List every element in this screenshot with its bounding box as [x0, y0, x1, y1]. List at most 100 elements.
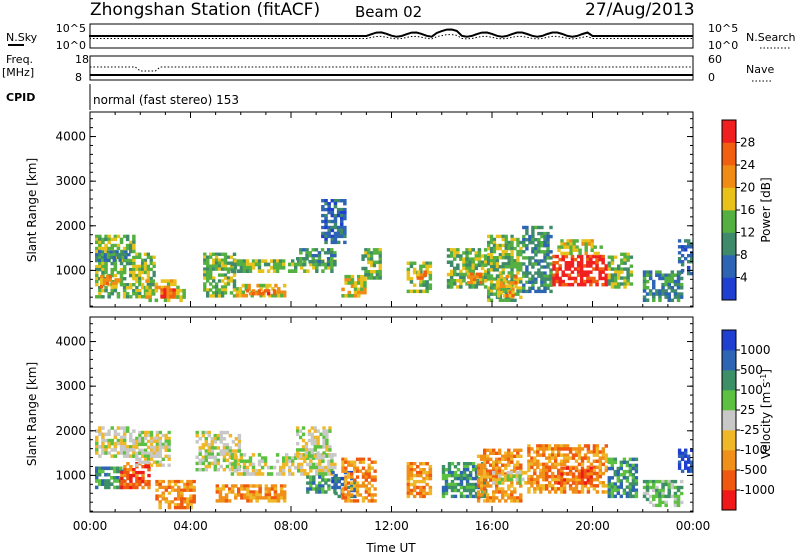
scatter-cell [307, 429, 312, 433]
scatter-cell [154, 282, 159, 287]
scatter-cell [327, 219, 331, 224]
scatter-cell [513, 259, 517, 263]
scatter-cell [210, 443, 214, 447]
scatter-cell [661, 494, 665, 499]
scatter-cell [167, 503, 172, 507]
scatter-cell [500, 470, 505, 475]
scatter-cell [522, 244, 526, 248]
scatter-cell [687, 245, 691, 249]
y-tick-label: 1000 [55, 468, 86, 482]
scatter-cell [330, 237, 335, 242]
scatter-cell [623, 261, 627, 265]
scatter-cell [121, 253, 125, 257]
scatter-cell [263, 289, 268, 293]
scatter-cell [132, 482, 136, 487]
scatter-cell [543, 265, 547, 269]
scatter-cell [132, 292, 136, 296]
scatter-cell [501, 289, 505, 293]
scatter-cell [673, 292, 678, 296]
scatter-cell [555, 261, 559, 265]
scatter-cell [419, 473, 423, 478]
scatter-cell [347, 493, 351, 497]
scatter-cell [333, 453, 337, 457]
scatter-cell [361, 460, 366, 464]
scatter-cell [350, 493, 354, 497]
scatter-cell [135, 439, 139, 444]
scatter-cell [667, 276, 671, 281]
scatter-cell [563, 251, 567, 256]
scatter-cell [449, 272, 454, 277]
scatter-cell [146, 445, 151, 450]
scatter-cell [176, 292, 180, 296]
scatter-cell [302, 257, 306, 261]
scatter-cell [549, 283, 553, 287]
scatter-cell [543, 289, 547, 294]
scatter-cell [126, 473, 130, 478]
scatter-cell [586, 447, 591, 451]
scatter-cell [667, 295, 671, 299]
scatter-cell [446, 254, 451, 258]
scatter-cell [507, 448, 511, 452]
scatter-cell [217, 279, 222, 283]
scatter-cell [324, 225, 328, 230]
scatter-cell [483, 254, 488, 258]
scatter-cell [423, 273, 428, 277]
scatter-cell [456, 279, 460, 283]
scatter-cell [504, 454, 508, 458]
scatter-cell [589, 264, 593, 268]
scatter-cell [350, 278, 355, 282]
scatter-cell [135, 273, 139, 278]
scatter-cell [265, 287, 269, 291]
scatter-cell [120, 479, 124, 484]
scatter-cell [323, 263, 328, 267]
scatter-cell [577, 447, 582, 451]
scatter-cell [98, 253, 102, 257]
scatter-cell [135, 470, 139, 475]
scatter-cell [233, 262, 238, 267]
scatter-cell [595, 471, 600, 476]
scatter-cell [110, 270, 114, 275]
scatter-cell [347, 274, 351, 279]
scatter-cell [116, 438, 121, 443]
scatter-cell [107, 451, 111, 455]
scatter-cell [507, 246, 511, 251]
scatter-cell [132, 246, 136, 251]
scatter-cell [357, 294, 361, 298]
scatter-cell [209, 264, 213, 268]
scatter-cell [98, 466, 102, 471]
scatter-cell [610, 494, 614, 499]
scatter-cell [203, 282, 207, 286]
scatter-cell [283, 290, 287, 295]
scatter-cell [501, 496, 505, 500]
scatter-cell [210, 452, 214, 456]
scatter-cell [251, 289, 256, 293]
scatter-cell [138, 448, 142, 452]
scatter-cell [132, 470, 136, 475]
scatter-cell [419, 468, 423, 472]
scatter-cell [189, 500, 193, 504]
scatter-cell [132, 429, 136, 433]
scatter-cell [135, 292, 139, 296]
scatter-cell [573, 267, 578, 271]
scatter-cell [101, 432, 105, 437]
scatter-cell [227, 490, 232, 494]
scatter-cell [598, 474, 602, 479]
scatter-cell [546, 241, 550, 245]
scatter-cell [487, 271, 491, 275]
scatter-cell [489, 472, 493, 476]
scatter-cell [577, 490, 582, 494]
scatter-cell [598, 456, 602, 460]
scatter-cell [480, 254, 485, 258]
scatter-cell [224, 484, 229, 488]
scatter-cell [325, 435, 329, 440]
scatter-cell [116, 466, 120, 471]
scatter-cell [498, 277, 502, 281]
scatter-cell [412, 289, 417, 294]
scatter-cell [334, 473, 338, 478]
scatter-cell [273, 493, 278, 497]
scatter-cell [537, 274, 541, 278]
scatter-cell [465, 263, 469, 267]
scatter-cell [309, 487, 313, 491]
scatter-cell [251, 259, 256, 263]
scatter-cell [476, 484, 481, 488]
